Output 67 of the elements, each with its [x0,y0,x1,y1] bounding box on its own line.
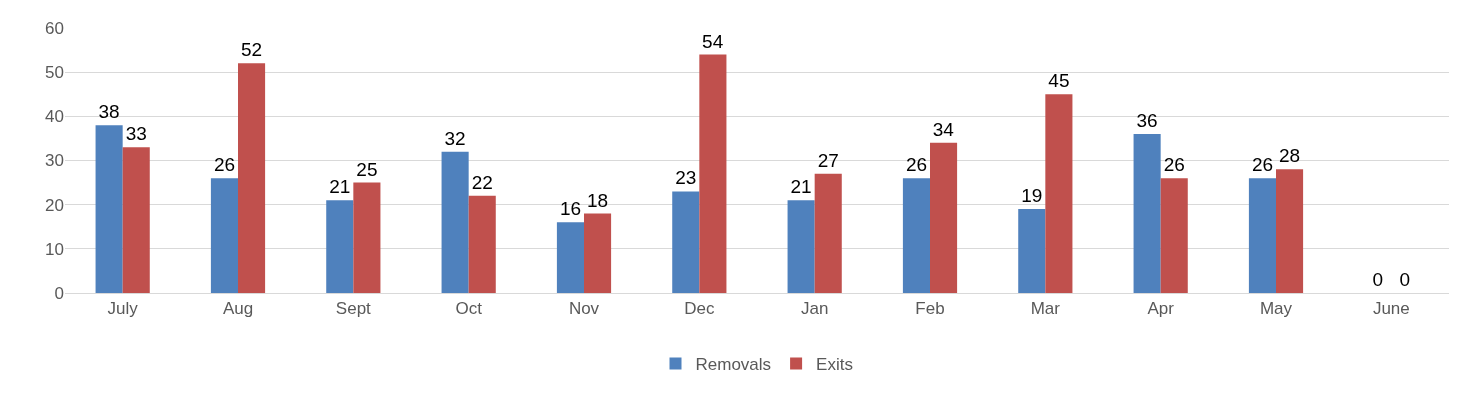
x-tick-label: Sept [335,299,372,319]
bar [441,151,469,293]
bar [930,142,958,293]
bar [468,195,496,293]
data-label: 26 [905,154,928,176]
legend-label: Removals [695,355,772,375]
y-tick-label: 50 [45,63,64,83]
data-label: 52 [240,39,263,61]
data-label: 34 [932,118,955,140]
y-tick-label: 20 [45,195,64,215]
x-tick-label: Aug [222,299,254,319]
bar [1276,169,1304,293]
bar [210,178,238,293]
bar [787,200,815,293]
data-label: 45 [1048,70,1070,92]
bar [1160,178,1188,293]
y-tick-label: 60 [45,18,64,38]
x-tick-label: Feb [915,299,945,319]
data-label: 19 [1021,185,1043,207]
bar [326,200,354,293]
x-tick-label: Mar [1030,299,1061,319]
data-label: 28 [1278,145,1301,167]
y-tick-label: 30 [45,151,64,171]
x-tick-label: Dec [684,299,715,319]
data-label: 26 [1251,154,1274,176]
data-label: 21 [329,176,351,198]
data-label: 32 [444,127,466,149]
x-tick-label: May [1259,299,1293,319]
data-label: 36 [1136,110,1158,131]
x-tick-label: Nov [568,299,600,319]
data-label: 0 [1399,269,1411,290]
data-label: 25 [356,158,378,180]
data-label: 18 [586,189,609,211]
bar [699,54,727,293]
x-tick-label: Apr [1147,299,1175,319]
data-label: 0 [1372,269,1384,290]
y-tick-label: 10 [45,239,64,259]
x-tick-label: July [107,299,139,319]
data-label: 26 [1163,154,1185,176]
bar [1018,209,1046,293]
bar [1133,134,1161,293]
bar [584,213,612,293]
data-label: 22 [471,171,493,193]
bar [556,222,584,293]
y-tick-label: 0 [54,283,64,303]
x-tick-label: Oct [455,299,483,319]
data-label: 21 [790,176,812,198]
bar [1248,178,1276,293]
data-label: 26 [213,154,236,176]
x-tick-label: June [1372,299,1410,319]
bar [122,147,150,293]
data-label: 33 [125,123,147,145]
bar [1045,94,1073,293]
data-label: 27 [817,149,839,171]
legend-label: Exits [816,355,853,375]
bar [95,125,123,293]
data-label: 54 [702,30,724,52]
bar [672,191,700,293]
bar [353,182,381,293]
bar [902,178,930,293]
bar [238,63,266,293]
data-label: 23 [675,167,697,189]
data-label: 38 [98,101,120,123]
bar [814,173,842,293]
x-tick-label: Jan [800,299,829,319]
data-label: 16 [559,198,582,220]
y-tick-label: 40 [45,107,64,127]
